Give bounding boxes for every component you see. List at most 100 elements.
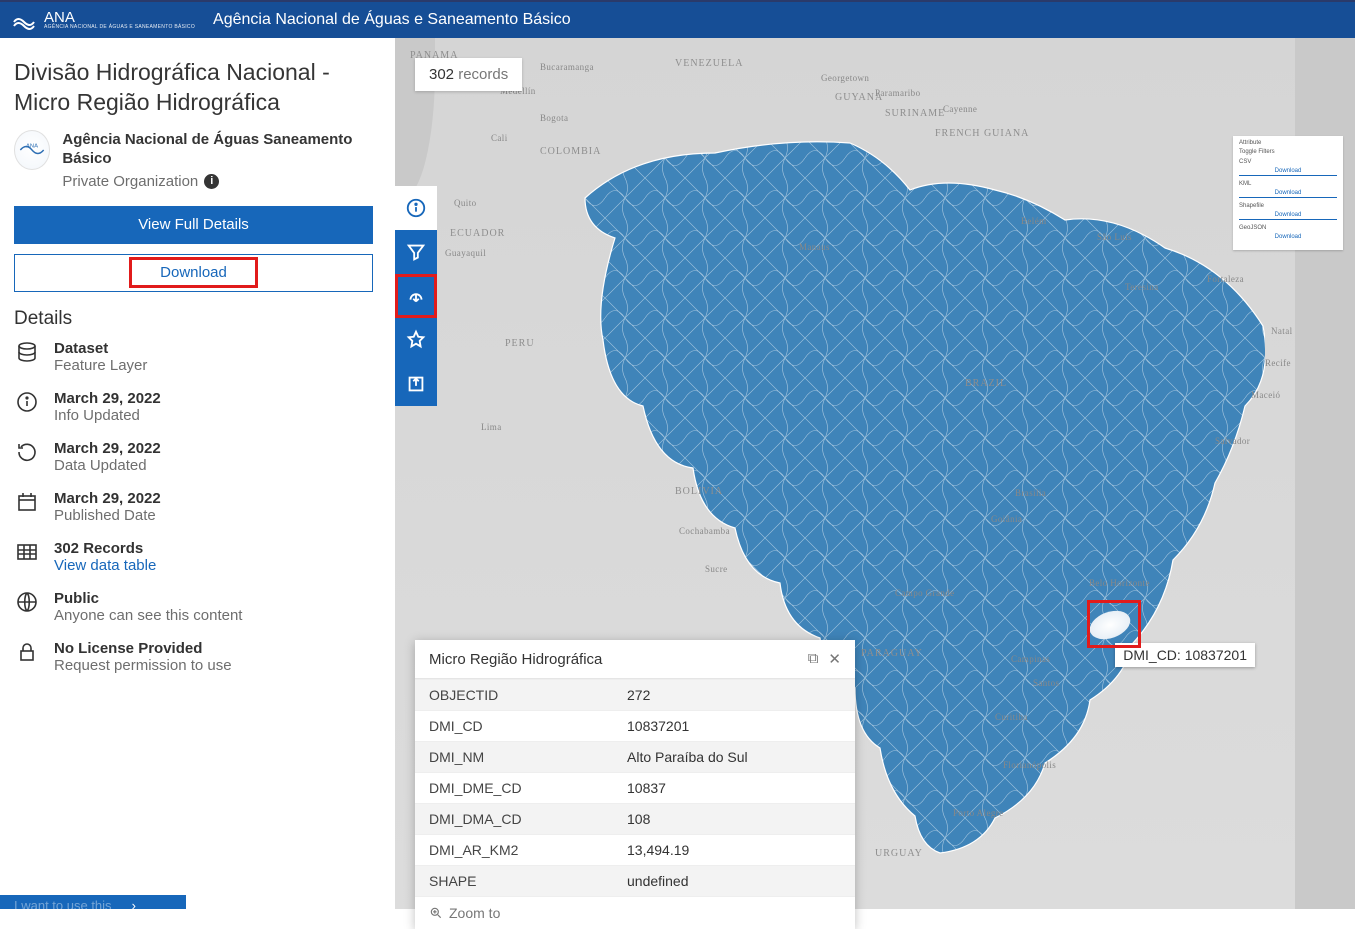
info-panel: Divisão Hidrográfica Nacional - Micro Re… (0, 38, 395, 909)
popup-value: 108 (613, 804, 855, 835)
popup-key: DMI_NM (415, 742, 613, 773)
download-highlight: Download (129, 257, 258, 288)
lock-icon (14, 640, 40, 666)
map-toolbar (395, 186, 437, 406)
popup-key: DMI_DMA_CD (415, 804, 613, 835)
logo-sub: AGÊNCIA NACIONAL DE ÁGUAS E SANEAMENTO B… (44, 25, 195, 30)
red-target-box (1087, 600, 1141, 648)
detail-sub: Request permission to use (54, 657, 232, 674)
city-label: Belo Horizonte (1089, 578, 1150, 588)
detail-label: 302 Records (54, 540, 156, 557)
org-name: Agência Nacional de Águas Saneamento Bás… (62, 130, 373, 169)
refresh-icon (14, 440, 40, 466)
tool-favorite-button[interactable] (395, 318, 437, 362)
city-label: Bogota (540, 113, 568, 123)
popup-dock-icon[interactable]: ⧉ (808, 650, 819, 668)
popup-title: Micro Região Hidrográfica (429, 651, 602, 668)
popup-table: OBJECTID272DMI_CD10837201DMI_NMAlto Para… (415, 679, 855, 896)
city-label: Fortaleza (1207, 274, 1244, 284)
org-row: ANA Agência Nacional de Águas Saneamento… (14, 130, 373, 190)
popup-row: DMI_AR_KM213,494.19 (415, 835, 855, 866)
popup-row: DMI_NMAlto Paraíba do Sul (415, 742, 855, 773)
popup-value: undefined (613, 866, 855, 897)
detail-sub: Info Updated (54, 407, 161, 424)
table-icon (14, 540, 40, 566)
tool-download-button[interactable] (395, 274, 437, 318)
city-label: Cali (491, 133, 508, 143)
country-label: BOLIVIA (675, 486, 723, 497)
logo-icon (12, 10, 36, 30)
city-label: Cayenne (943, 104, 977, 114)
logo: ANA AGÊNCIA NACIONAL DE ÁGUAS E SANEAMEN… (12, 10, 571, 30)
zoom-icon (429, 906, 443, 920)
city-label: Georgetown (821, 73, 869, 83)
bottom-tab[interactable]: I want to use this› (0, 895, 186, 909)
download-mini-panel[interactable]: Attribute Toggle Filters CSV Download KM… (1233, 136, 1343, 250)
popup-value: Alto Paraíba do Sul (613, 742, 855, 773)
detail-label: Public (54, 590, 242, 607)
city-label: Teresina (1125, 282, 1159, 292)
tool-filter-button[interactable] (395, 230, 437, 274)
popup-value: 10837 (613, 773, 855, 804)
org-type: Private Organizationi (62, 173, 373, 190)
svg-text:ANA: ANA (26, 143, 38, 149)
detail-sub: Anyone can see this content (54, 607, 242, 624)
city-label: Salvador (1215, 436, 1250, 446)
detail-link[interactable]: View data table (54, 557, 156, 574)
tool-info-button[interactable] (395, 186, 437, 230)
detail-row: March 29, 2022Published Date (14, 490, 373, 524)
city-label: Lima (481, 422, 502, 432)
popup-key: DMI_DME_CD (415, 773, 613, 804)
city-label: Brasília (1015, 488, 1046, 498)
popup-key: DMI_CD (415, 711, 613, 742)
records-count: 302 (429, 66, 454, 83)
detail-label: Dataset (54, 340, 147, 357)
popup-value: 13,494.19 (613, 835, 855, 866)
app-header: ANA AGÊNCIA NACIONAL DE ÁGUAS E SANEAMEN… (0, 0, 1355, 38)
city-label: Porto Alegre (953, 808, 1004, 818)
popup-row: DMI_CD10837201 (415, 711, 855, 742)
country-label: FRENCH GUIANA (935, 128, 1029, 139)
app-title: Agência Nacional de Águas e Saneamento B… (213, 11, 571, 29)
city-label: Guayaquil (445, 248, 486, 258)
city-label: Curitiba (995, 712, 1028, 722)
popup-value: 10837201 (613, 711, 855, 742)
map-panel[interactable]: 302 records DMI_CD: 10837201 Micro Regiã… (395, 38, 1355, 909)
city-label: Campinas (1011, 654, 1050, 664)
records-label: records (458, 66, 508, 83)
country-label: VENEZUELA (675, 58, 743, 69)
info-icon (14, 390, 40, 416)
city-label: Maceió (1251, 390, 1280, 400)
city-label: Goiânia (991, 514, 1022, 524)
popup-key: DMI_AR_KM2 (415, 835, 613, 866)
page-title: Divisão Hidrográfica Nacional - Micro Re… (14, 58, 373, 118)
detail-row: No License ProvidedRequest permission to… (14, 640, 373, 674)
country-label: PERU (505, 338, 535, 349)
detail-sub: Data Updated (54, 457, 161, 474)
download-button[interactable]: Download (14, 254, 373, 292)
popup-close-icon[interactable]: ✕ (828, 650, 841, 668)
detail-label: No License Provided (54, 640, 232, 657)
city-label: Paramaribo (875, 88, 920, 98)
detail-sub: Published Date (54, 507, 161, 524)
view-details-button[interactable]: View Full Details (14, 206, 373, 244)
country-label: PARAGUAY (861, 648, 923, 659)
city-label: Belém (1021, 216, 1047, 226)
popup-zoom-button[interactable]: Zoom to (415, 896, 855, 929)
country-label: ECUADOR (450, 228, 505, 239)
city-label: Manaus (799, 242, 830, 252)
org-avatar: ANA (14, 130, 50, 170)
city-label: Sucre (705, 564, 728, 574)
detail-row: March 29, 2022Info Updated (14, 390, 373, 424)
city-label: Florianópolis (1003, 760, 1056, 770)
tool-share-button[interactable] (395, 362, 437, 406)
city-label: Santos (1033, 678, 1059, 688)
calendar-icon (14, 490, 40, 516)
country-label: URGUAY (875, 848, 923, 859)
detail-row: DatasetFeature Layer (14, 340, 373, 374)
city-label: Bucaramanga (540, 62, 594, 72)
city-label: São Luís (1097, 232, 1132, 242)
popup-key: SHAPE (415, 866, 613, 897)
info-icon[interactable]: i (204, 174, 219, 189)
country-label: SURINAME (885, 108, 945, 119)
